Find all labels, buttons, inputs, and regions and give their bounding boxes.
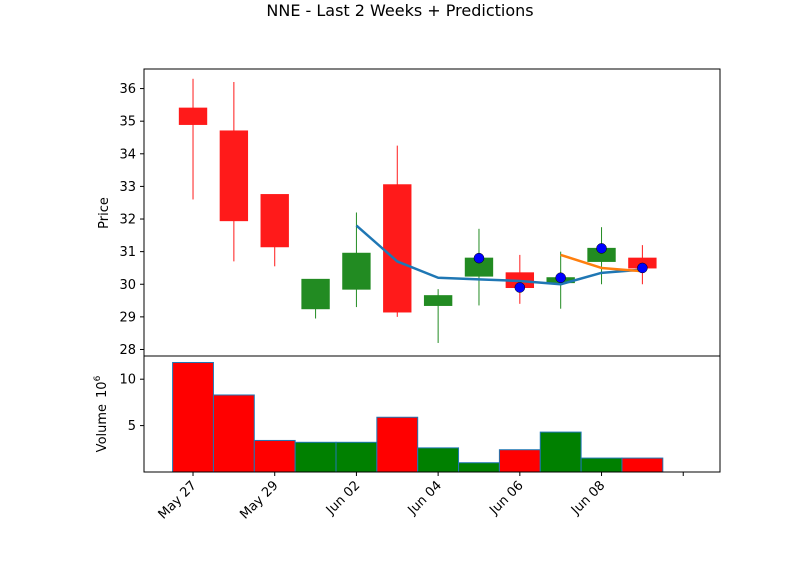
- price-axis-label: Price: [97, 197, 112, 229]
- volume-bar-2: [253, 439, 296, 473]
- volume-bar-9: [539, 431, 582, 473]
- price-tick-label-5: 33: [119, 180, 136, 195]
- volume-bar-5: [376, 416, 419, 473]
- prediction-line-0: [355, 224, 643, 286]
- actual-point-2: [555, 272, 566, 283]
- volume-axis-label-base: 10: [95, 381, 110, 398]
- x-tick-label-3: Jun 04: [405, 478, 445, 518]
- price-tick-label-1: 29: [119, 310, 136, 325]
- candle-body-3: [301, 278, 330, 310]
- candle-body-0: [178, 107, 208, 125]
- volume-bar-3: [294, 441, 337, 473]
- volume-tick-label-1: 10: [119, 373, 136, 388]
- x-tick-label-4: Jun 06: [486, 478, 526, 518]
- x-tick-label-2: Jun 02: [323, 478, 363, 518]
- volume-bar-4: [335, 441, 378, 473]
- x-tick-label-0: May 27: [156, 478, 200, 522]
- volume-panel-frame: [143, 355, 721, 473]
- candle-body-4: [342, 252, 371, 290]
- volume-axis-label-text: Volume: [95, 404, 110, 452]
- actual-point-4: [637, 262, 648, 274]
- volume-marks: [172, 361, 664, 473]
- prediction-line-1: [560, 253, 643, 273]
- actual-point-0: [473, 252, 485, 264]
- candle-body-6: [423, 295, 453, 306]
- price-tick-label-0: 28: [119, 343, 136, 358]
- price-marks: [178, 78, 657, 343]
- price-tick-label-8: 36: [119, 82, 136, 97]
- volume-bar-1: [212, 394, 255, 473]
- price-tick-label-4: 32: [119, 213, 136, 228]
- x-tick-label-5: Jun 08: [568, 478, 608, 518]
- volume-axis-label: Volume 106: [93, 375, 110, 452]
- candle-body-5: [383, 184, 412, 313]
- actual-point-3: [596, 243, 607, 254]
- actual-point-1: [514, 282, 526, 293]
- volume-bar-10: [580, 457, 623, 473]
- volume-bar-11: [621, 457, 664, 473]
- price-tick-label-2: 30: [119, 278, 136, 293]
- volume-tick-label-0: 5: [128, 419, 136, 434]
- volume-axis-label-power: 6: [93, 375, 103, 381]
- price-tick-label-7: 35: [119, 115, 136, 130]
- volume-bar-7: [458, 462, 500, 473]
- volume-bar-6: [417, 447, 460, 473]
- x-tick-label-1: May 29: [237, 478, 281, 522]
- chart-title: NNE - Last 2 Weeks + Predictions: [266, 1, 533, 20]
- candle-body-2: [260, 194, 289, 248]
- price-tick-label-6: 34: [119, 147, 136, 162]
- price-tick-label-3: 31: [119, 245, 136, 260]
- candle-body-1: [219, 130, 249, 222]
- volume-bar-8: [498, 449, 541, 473]
- volume-bar-0: [172, 361, 214, 473]
